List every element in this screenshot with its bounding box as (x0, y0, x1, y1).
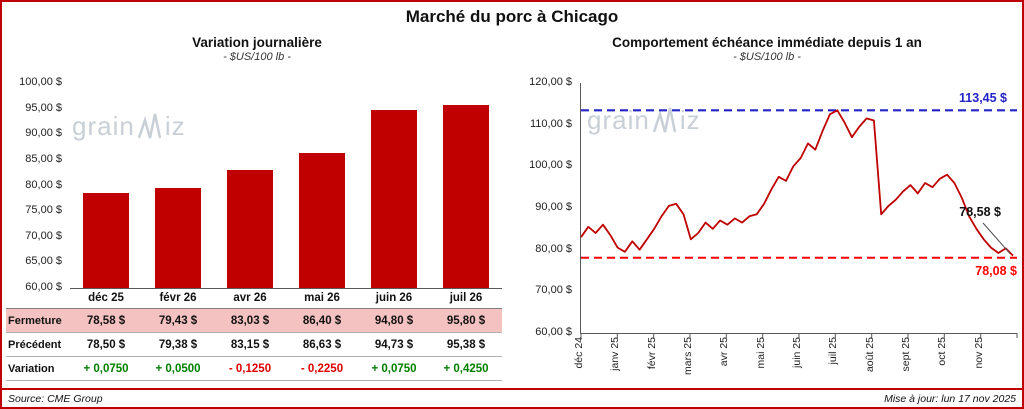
line-chart-subtitle: - $US/100 lb - (733, 51, 801, 63)
table-cell: + 0,0750 (83, 362, 129, 375)
y-tick-label: 90,00 $ (25, 127, 62, 140)
y-tick-label: 70,00 $ (25, 229, 62, 242)
table-cell: 78,58 $ (86, 314, 126, 327)
last-price-annotation: 78,58 $ (959, 205, 1001, 219)
row-label: Variation (8, 362, 55, 375)
bar-column (430, 83, 502, 288)
table-cell: - 0,2250 (300, 362, 344, 375)
x-tick-label: mai 25 (754, 337, 767, 369)
bar-column (142, 83, 214, 288)
table-cell: 83,15 $ (230, 338, 270, 351)
table-cell: 94,73 $ (374, 338, 414, 351)
column-header: juin 26 (375, 292, 413, 304)
table-row: Fermeture 78,58 $ 79,43 $ 83,03 $ 86,40 $ 94,… (6, 309, 502, 333)
line-chart: 120,00 $ 110,00 $ 100,00 $ 90,00 $ 80,00 $ 70… (514, 76, 1020, 338)
table-row: Variation + 0,0750 + 0,0500 - 0,1250 - 0,225… (6, 357, 502, 380)
updated-label: Mise à jour: lun 17 nov 2025 (884, 392, 1016, 405)
row-label: Fermeture (8, 314, 62, 327)
table-cell: 79,43 $ (158, 314, 198, 327)
bar-chart-subtitle: - $US/100 lb - (223, 51, 291, 63)
y-tick-label: 100,00 $ (529, 159, 572, 172)
y-tick-label: 65,00 $ (25, 255, 62, 268)
bar (371, 109, 417, 288)
y-tick-label: 60,00 $ (25, 281, 62, 293)
bar (443, 104, 489, 288)
line-chart-svg (580, 109, 1018, 338)
x-tick-label: févr 25 (645, 337, 658, 370)
table-cell: 79,38 $ (158, 338, 198, 351)
immediate-contract-panel: Comportement échéance immédiate depuis 1… (514, 35, 1020, 387)
x-tick-label: nov 25 (972, 337, 985, 369)
price-line (580, 109, 1014, 257)
bar-chart: 100,00 $ 95,00 $ 90,00 $ 85,00 $ 80,00 $ 75,0… (6, 76, 508, 293)
column-header: mai 26 (304, 292, 340, 304)
x-tick-label: oct 25 (936, 337, 949, 366)
y-tick-label: 70,00 $ (535, 284, 572, 297)
line-chart-title: Comportement échéance immédiate depuis 1… (612, 35, 922, 50)
table-cell: + 0,0500 (155, 362, 201, 375)
bar (299, 152, 345, 288)
table-cell: 95,38 $ (446, 338, 486, 351)
x-tick-label: déc 24 (573, 337, 585, 369)
y-tick-label: 90,00 $ (535, 201, 572, 213)
daily-variation-panel: Variation journalière - $US/100 lb - 100… (6, 35, 508, 381)
table-cell: 95,80 $ (446, 314, 486, 327)
bar (227, 170, 273, 288)
price-table: déc 25 févr 26 avr 26 mai 26 juin 26 juil 26 F… (6, 288, 502, 381)
line-chart-plot: grain iz 113,45 $ 78,08 $ 78,58 $ (580, 83, 1018, 338)
row-label: Précédent (8, 338, 62, 351)
y-tick-label: 60,00 $ (535, 326, 572, 338)
line-y-axis: 120,00 $ 110,00 $ 100,00 $ 90,00 $ 80,00 $ 70… (514, 76, 578, 338)
column-header: févr 26 (159, 292, 197, 304)
table-cell: 83,03 $ (230, 314, 270, 327)
column-header: avr 26 (233, 292, 267, 304)
column-header: juil 26 (449, 292, 483, 304)
y-tick-label: 95,00 $ (25, 101, 62, 114)
table-cell: + 0,4250 (443, 362, 489, 375)
bar (155, 188, 201, 288)
x-tick-label: sept 25 (900, 337, 912, 372)
x-tick-label: juin 25 (791, 337, 803, 368)
y-tick-label: 110,00 $ (529, 117, 572, 130)
x-tick-label: juil 25 (827, 337, 840, 365)
bar-chart-title: Variation journalière (192, 35, 322, 50)
bar-y-axis: 100,00 $ 95,00 $ 90,00 $ 85,00 $ 80,00 $ 75,0… (6, 76, 68, 293)
table-cell: 78,50 $ (86, 338, 126, 351)
x-tick-label: avr 25 (718, 337, 731, 367)
y-tick-label: 85,00 $ (25, 152, 62, 165)
bar-column (214, 83, 286, 288)
line-x-axis: déc 24 janv 25 févr 25 mars 25 avr 25 mai 25 j… (573, 333, 1016, 387)
footer: Source: CME Group Mise à jour: lun 17 no… (2, 388, 1022, 407)
table-cell: 86,40 $ (302, 314, 342, 327)
leader-line (982, 222, 1011, 254)
table-header-row: déc 25 févr 26 avr 26 mai 26 juin 26 juil 26 (6, 288, 502, 309)
y-tick-label: 100,00 $ (19, 76, 62, 88)
bar-column (358, 83, 430, 288)
x-tick-label: janv 25 (609, 337, 622, 371)
bar-column (70, 83, 142, 288)
source-label: Source: CME Group (8, 392, 103, 405)
bar (83, 192, 129, 288)
table-row: Précédent 78,50 $ 79,38 $ 83,15 $ 86,63 $ 94,… (6, 333, 502, 357)
y-tick-label: 80,00 $ (535, 242, 572, 255)
y-tick-label: 75,00 $ (25, 204, 62, 217)
bar-column (286, 83, 358, 288)
bar-chart-plot: grain iz (70, 83, 502, 289)
high-annotation: 113,45 $ (959, 91, 1007, 106)
x-tick-label: mars 25 (682, 337, 694, 375)
table-cell: 86,63 $ (302, 338, 342, 351)
y-tick-label: 120,00 $ (529, 76, 572, 88)
table-cell: - 0,1250 (228, 362, 272, 375)
table-cell: + 0,0750 (371, 362, 417, 375)
y-tick-label: 80,00 $ (25, 178, 62, 191)
column-header: déc 25 (88, 292, 124, 304)
low-annotation: 78,08 $ (975, 263, 1017, 278)
table-cell: 94,80 $ (374, 314, 414, 327)
page-title: Marché du porc à Chicago (405, 7, 619, 26)
x-tick-label: août 25 (863, 337, 876, 373)
